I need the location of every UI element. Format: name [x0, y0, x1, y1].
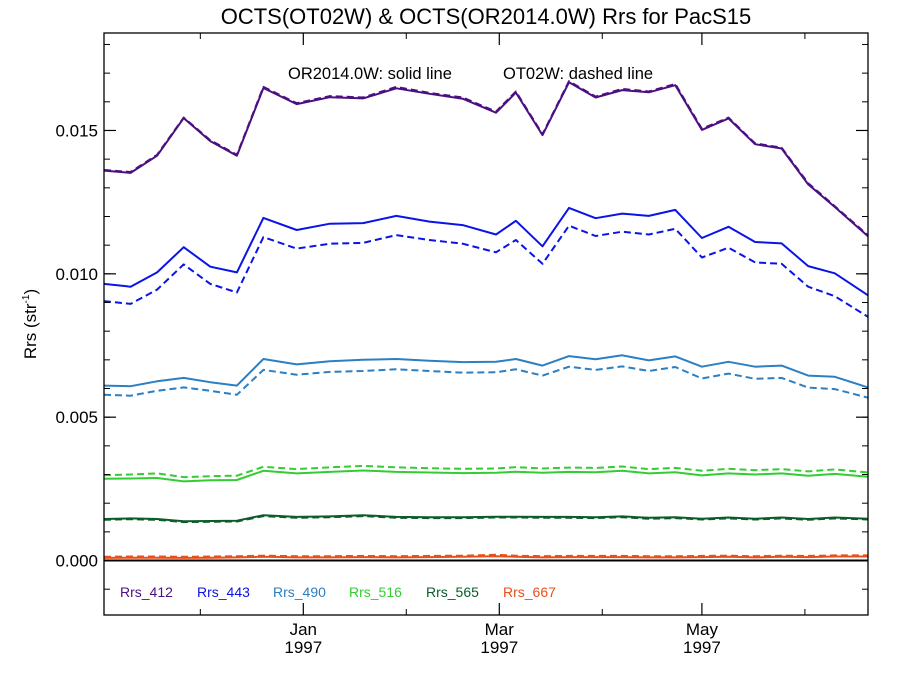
annotation-dashed-line: OT02W: dashed line	[503, 65, 653, 83]
series-line-rrs_516-dashed	[103, 464, 869, 479]
y-tick-label: 0.005	[55, 408, 98, 427]
x-tick-label-year: 1997	[683, 638, 721, 657]
series-layer	[103, 80, 869, 562]
series-line-rrs_490-solid	[103, 354, 869, 389]
legend-item-rrs_412: Rrs_412	[120, 584, 173, 600]
legend-item-rrs_516: Rrs_516	[349, 584, 402, 600]
series-line-rrs_490-dashed	[103, 365, 869, 399]
annotation-solid-line: OR2014.0W: solid line	[288, 65, 452, 83]
legend-item-rrs_443: Rrs_443	[197, 584, 250, 600]
x-tick-label-month: Mar	[485, 620, 515, 639]
x-tick-label-year: 1997	[480, 638, 518, 657]
y-axis-label-close: )	[21, 289, 40, 295]
legend-item-rrs_490: Rrs_490	[273, 584, 326, 600]
series-line-rrs_516-solid	[103, 469, 869, 483]
series-line-rrs_412-dashed	[103, 80, 869, 237]
y-tick-label: 0.015	[55, 121, 98, 140]
series-line-rrs_443-dashed	[103, 224, 869, 318]
x-tick-label-year: 1997	[284, 638, 322, 657]
y-tick-label: 0.000	[55, 552, 98, 571]
series-line-rrs_565-dashed	[103, 515, 869, 524]
chart-title: OCTS(OT02W) & OCTS(OR2014.0W) Rrs for Pa…	[221, 4, 752, 29]
y-tick-label: 0.010	[55, 265, 98, 284]
series-line-rrs_412-solid	[103, 81, 869, 238]
axes-layer: 0.0000.0050.0100.015Jan1997Mar1997May199…	[55, 33, 868, 657]
x-tick-label-month: May	[686, 620, 719, 639]
y-axis-label-superscript: -1	[21, 294, 32, 303]
series-line-rrs_667-dashed	[103, 553, 868, 558]
series-line-rrs_667-solid	[103, 555, 868, 559]
legend-item-rrs_667: Rrs_667	[503, 584, 556, 600]
legend-item-rrs_565: Rrs_565	[426, 584, 479, 600]
y-axis-label: Rrs (str-1)	[21, 289, 40, 359]
x-tick-label-month: Jan	[290, 620, 317, 639]
y-axis-label-main: Rrs (str	[21, 303, 40, 359]
legend: Rrs_412 Rrs_443 Rrs_490 Rrs_516 Rrs_565 Rrs_6…	[120, 584, 556, 600]
series-line-rrs_443-solid	[103, 206, 869, 297]
plot-frame	[103, 32, 869, 616]
